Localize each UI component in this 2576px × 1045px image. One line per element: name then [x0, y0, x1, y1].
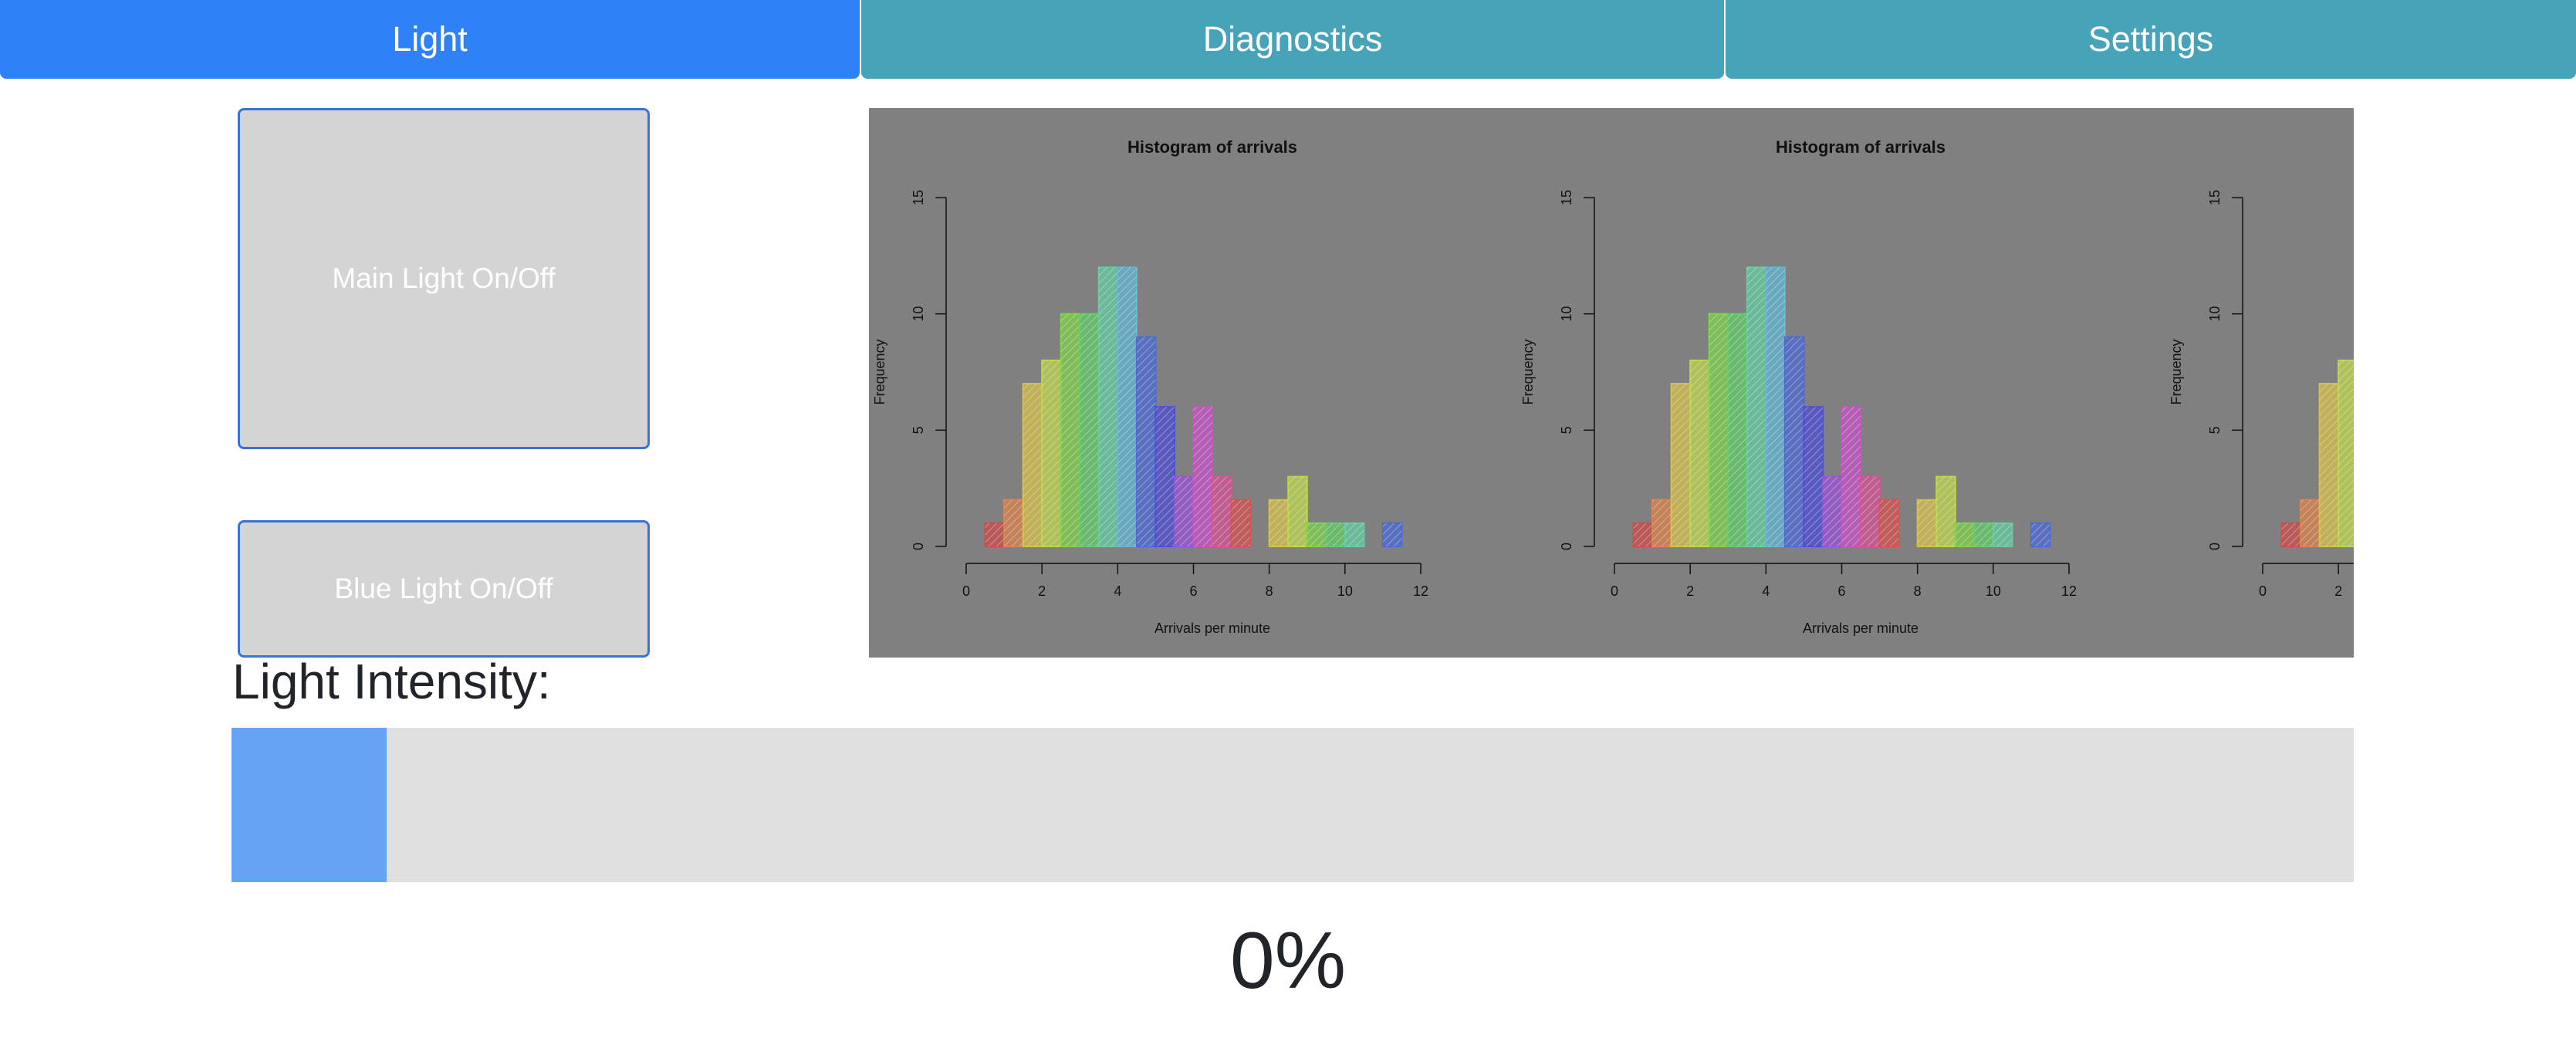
chart-1-x-tick-label: 10 — [1337, 583, 1353, 599]
chart-2-bar-hatch — [1861, 476, 1880, 546]
chart-2-bar-hatch — [1709, 313, 1729, 546]
tab-diagnostics[interactable]: Diagnostics — [861, 0, 1724, 79]
chart-3-ylabel: Frequency — [2169, 339, 2184, 404]
chart-2-y-tick-label: 5 — [1559, 426, 1574, 434]
tab-settings[interactable]: Settings — [1726, 0, 2576, 79]
chart-1-y-tick-label: 5 — [911, 426, 926, 434]
chart-3-y-tick-label: 5 — [2207, 426, 2223, 434]
chart-1-bar-hatch — [1174, 476, 1194, 546]
chart-1-bar-hatch — [1288, 476, 1307, 546]
chart-1-x-tick-label: 4 — [1114, 583, 1121, 599]
chart-2-bar-hatch — [1917, 499, 1937, 546]
blue-light-toggle-label: Blue Light On/Off — [334, 573, 553, 604]
light-intensity-heading: Light Intensity: — [232, 654, 551, 709]
chart-2-bar-hatch — [2030, 522, 2050, 546]
chart-2-bar-hatch — [1936, 476, 1956, 546]
chart-1-bar-hatch — [1269, 499, 1289, 546]
chart-2-y-tick-label: 0 — [1559, 543, 1574, 550]
tab-light[interactable]: Light — [0, 0, 860, 79]
chart-2-bar-hatch — [1766, 267, 1785, 546]
chart-1-x-tick-label: 0 — [962, 583, 970, 599]
chart-1-xlabel: Arrivals per minute — [1154, 621, 1270, 636]
histogram-plot-panel: Histogram of arrivals 0 5 10 15 Frequency 0 2 4 6… — [869, 108, 2354, 658]
tab-diagnostics-label: Diagnostics — [1202, 19, 1383, 59]
chart-2-x-tick-label: 0 — [1611, 583, 1618, 599]
chart-1-bar-hatch — [1004, 499, 1023, 546]
chart-1-bar-hatch — [985, 522, 1005, 546]
chart-1-bar-hatch — [1344, 522, 1364, 546]
chart-2-bar-hatch — [1652, 499, 1672, 546]
main-light-toggle-button[interactable]: Main Light On/Off — [238, 108, 650, 449]
chart-2-x-tick-label: 2 — [1686, 583, 1694, 599]
chart-2-bar-hatch — [1955, 522, 1975, 546]
chart-2-y-tick-label: 15 — [1559, 190, 1574, 205]
main-light-toggle-label: Main Light On/Off — [332, 262, 556, 294]
chart-1-y-tick-label: 10 — [911, 306, 926, 322]
chart-1-bar-hatch — [1307, 522, 1327, 546]
chart-2-x-tick-label: 8 — [1914, 583, 1922, 599]
chart-1-bar-hatch — [1098, 267, 1118, 546]
chart-2-x-tick-label: 10 — [1986, 583, 2001, 599]
chart-1-x-tick-label: 12 — [1413, 583, 1428, 599]
chart-2-ylabel: Frequency — [1520, 339, 1536, 404]
chart-2-x-tick-label: 6 — [1837, 583, 1845, 599]
chart-2-bar-hatch — [1690, 360, 1709, 546]
tab-light-label: Light — [392, 19, 468, 59]
chart-1-bar-hatch — [1042, 360, 1061, 546]
chart-1-ylabel: Frequency — [872, 339, 887, 404]
chart-2-xlabel: Arrivals per minute — [1803, 621, 1918, 636]
chart-1-bar-hatch — [1023, 384, 1043, 546]
chart-2-bar-hatch — [1671, 384, 1691, 546]
chart-3-y-tick-label: 15 — [2207, 190, 2223, 205]
chart-2-bar-hatch — [1974, 522, 1993, 546]
chart-1-bar-hatch — [1231, 499, 1251, 546]
chart-1-x-tick-label: 2 — [1038, 583, 1046, 599]
chart-2-x-tick-label: 12 — [2061, 583, 2077, 599]
intensity-slider-fill[interactable] — [232, 728, 387, 882]
chart-2-bar-hatch — [1822, 476, 1842, 546]
chart-2-bar-hatch — [1804, 407, 1823, 546]
tab-settings-label: Settings — [2088, 19, 2214, 59]
chart-2-x-tick-label: 4 — [1762, 583, 1770, 599]
chart-2-title: Histogram of arrivals — [1776, 137, 1946, 157]
chart-1-bar-hatch — [1326, 522, 1345, 546]
chart-1-bar-hatch — [1155, 407, 1175, 546]
tab-bar: Light Diagnostics Settings — [0, 0, 2576, 80]
blue-light-toggle-button[interactable]: Blue Light On/Off — [238, 520, 650, 658]
chart-2-y-tick-label: 10 — [1559, 306, 1574, 322]
chart-1-bar-hatch — [1193, 407, 1213, 546]
chart-1-x-tick-label: 8 — [1266, 583, 1273, 599]
chart-1-bar-hatch — [1117, 267, 1137, 546]
chart-2-bar-hatch — [1746, 267, 1766, 546]
chart-1-bar-hatch — [1382, 522, 1402, 546]
chart-1-y-tick-label: 15 — [911, 190, 926, 205]
chart-2-bar-hatch — [1841, 407, 1861, 546]
chart-1-x-tick-label: 6 — [1189, 583, 1197, 599]
intensity-percent-value: 0% — [1229, 916, 1347, 1006]
chart-1-bar-hatch — [1136, 336, 1156, 546]
chart-2-bar-hatch — [1728, 313, 1747, 546]
chart-3-bar-hatch — [2281, 522, 2301, 546]
chart-2-bar-hatch — [1993, 522, 2013, 546]
chart-3-bar-hatch — [2319, 384, 2339, 546]
chart-3-bar-hatch — [2300, 499, 2320, 546]
chart-1-bar-hatch — [1080, 313, 1099, 546]
chart-2-bar-hatch — [1784, 336, 1804, 546]
intensity-slider-track[interactable] — [232, 728, 2354, 882]
chart-2-bar-hatch — [1633, 522, 1653, 546]
chart-1-title: Histogram of arrivals — [1127, 137, 1297, 157]
chart-1-y-tick-label: 0 — [911, 543, 926, 550]
histogram-plots-svg: Histogram of arrivals 0 5 10 15 Frequency 0 2 4 6… — [872, 137, 2354, 636]
chart-3-bar-hatch — [2338, 360, 2354, 546]
chart-2-bar-hatch — [1879, 499, 1899, 546]
chart-1-bar-hatch — [1212, 476, 1232, 546]
chart-3-x-tick-label: 0 — [2259, 583, 2267, 599]
chart-1-bar-hatch — [1060, 313, 1080, 546]
chart-3-x-tick-label: 2 — [2334, 583, 2342, 599]
chart-3-y-tick-label: 0 — [2207, 543, 2223, 550]
chart-3-y-tick-label: 10 — [2207, 306, 2223, 322]
